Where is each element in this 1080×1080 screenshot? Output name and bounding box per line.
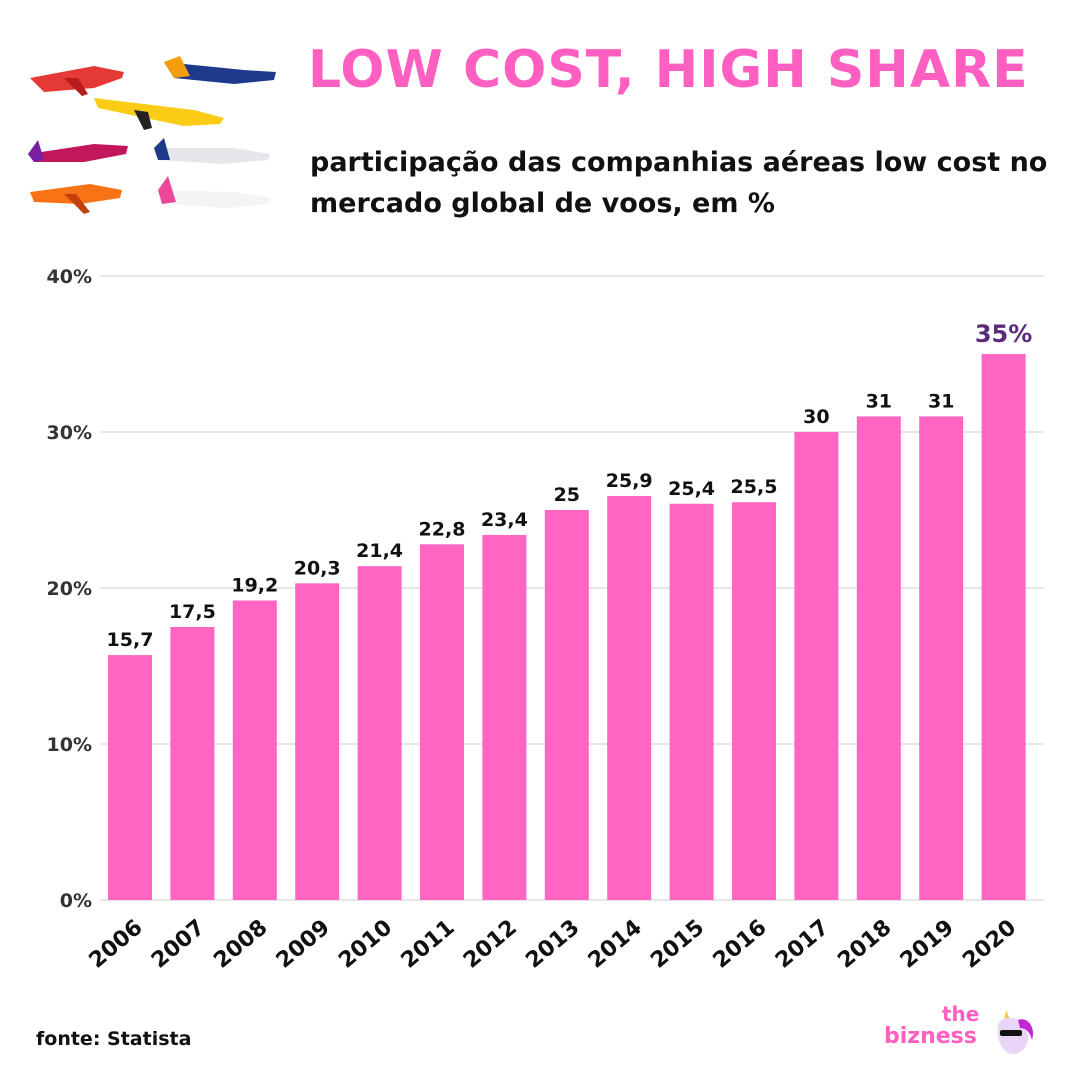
bar-chart: 0% 10% 20% 30% 40% 15,7 17,5 19,2 20,3 21,4 22,8 2…	[47, 266, 1044, 974]
bar	[981, 354, 1026, 900]
data-label: 25	[554, 484, 580, 506]
data-label: 20,3	[294, 557, 341, 579]
x-tick-label: 2011	[397, 915, 460, 974]
x-tick-label: 2012	[459, 915, 522, 974]
bar	[295, 583, 340, 900]
page-title: LOW COST, HIGH SHARE	[308, 40, 1029, 100]
brand-logo: the bizness	[884, 1002, 1044, 1062]
bar	[794, 432, 839, 900]
plane-icon	[30, 184, 122, 214]
data-label: 25,9	[606, 470, 653, 492]
bar	[919, 416, 964, 900]
bar	[170, 627, 215, 900]
data-label: 19,2	[231, 574, 278, 596]
bar	[544, 510, 589, 900]
page-subtitle: participação das companhias aéreas low c…	[310, 147, 1048, 219]
data-label: 31	[928, 390, 954, 412]
logo-text-the: the	[942, 1002, 980, 1026]
x-tick-label: 2015	[646, 915, 709, 974]
airline-planes-illustration	[28, 56, 276, 214]
data-label: 35%	[975, 320, 1032, 348]
logo-text-bizness: bizness	[884, 1024, 977, 1049]
unicorn-icon	[997, 1010, 1034, 1054]
data-label: 17,5	[169, 601, 216, 623]
x-tick-label: 2014	[584, 915, 647, 974]
x-tick-label: 2016	[709, 915, 772, 974]
data-label: 23,4	[481, 509, 528, 531]
bar	[856, 416, 901, 900]
data-label: 22,8	[419, 518, 466, 540]
y-tick-label: 0%	[60, 890, 92, 912]
data-label: 25,4	[668, 478, 715, 500]
data-label: 25,5	[731, 476, 778, 498]
plane-icon	[30, 66, 124, 96]
data-label: 31	[866, 390, 892, 412]
x-tick-label: 2006	[85, 915, 148, 974]
x-tick-label: 2008	[209, 915, 272, 974]
x-tick-label: 2013	[521, 915, 584, 974]
x-tick-label: 2010	[334, 915, 397, 974]
data-label: 21,4	[356, 540, 403, 562]
bar	[357, 566, 402, 900]
plane-icon	[158, 176, 270, 208]
bar	[482, 534, 527, 900]
y-tick-label: 40%	[47, 266, 92, 288]
bar	[232, 600, 277, 900]
plane-icon	[154, 138, 270, 164]
plane-icon	[28, 140, 128, 162]
x-tick-label: 2017	[771, 915, 834, 974]
x-tick-label: 2020	[958, 915, 1021, 974]
x-tick-label: 2019	[896, 915, 959, 974]
bar	[607, 495, 652, 900]
x-tick-label: 2007	[147, 915, 210, 974]
data-label: 15,7	[107, 629, 154, 651]
bars	[108, 354, 1026, 900]
y-axis-ticks: 0% 10% 20% 30% 40%	[47, 266, 92, 912]
x-tick-label: 2009	[272, 915, 335, 974]
source-note: fonte: Statista	[36, 1028, 192, 1050]
bar	[669, 503, 714, 900]
data-labels: 15,7 17,5 19,2 20,3 21,4 22,8 23,4 25 25,9 25,4 25…	[107, 320, 1033, 651]
data-label: 30	[803, 406, 829, 428]
bar	[732, 502, 776, 900]
plane-icon	[94, 98, 224, 130]
bar	[108, 655, 152, 900]
y-tick-label: 20%	[47, 578, 92, 600]
bar	[420, 544, 464, 900]
x-axis-ticks: 2006 2007 2008 2009 2010 2011 2012 2013 2014 2015…	[85, 915, 1022, 974]
x-tick-label: 2018	[833, 915, 896, 974]
y-tick-label: 30%	[47, 422, 92, 444]
y-tick-label: 10%	[47, 734, 92, 756]
plane-icon	[164, 56, 276, 84]
